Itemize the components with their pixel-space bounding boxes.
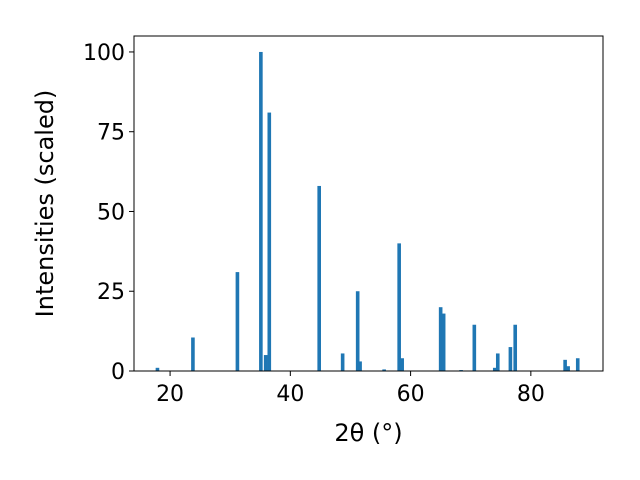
bar (191, 337, 195, 371)
bar (317, 185, 321, 371)
x-axis-label: 2θ (°) (334, 419, 402, 447)
bar (575, 358, 580, 371)
bar (513, 324, 518, 371)
bar (563, 359, 567, 371)
x-tick-label: 40 (276, 382, 304, 407)
bar (400, 358, 404, 371)
y-axis-ticks: 0 25 50 75 100 (83, 41, 134, 385)
x-tick-label: 60 (397, 382, 425, 407)
bar (355, 291, 360, 371)
y-tick-label: 100 (83, 41, 125, 66)
y-tick-label: 50 (97, 200, 125, 225)
x-axis-ticks: 20 40 60 80 (156, 371, 545, 407)
plot-frame (133, 35, 604, 372)
plot-background (134, 36, 603, 371)
bar (267, 112, 272, 372)
bar (235, 272, 240, 371)
bar (495, 353, 500, 371)
bar (472, 324, 477, 371)
bar (358, 361, 362, 371)
y-tick-label: 75 (97, 121, 125, 146)
x-tick-label: 80 (517, 382, 545, 407)
x-tick-label: 20 (156, 382, 184, 407)
bar (382, 369, 386, 371)
bar (259, 51, 263, 371)
bar (438, 307, 443, 371)
bar (397, 243, 401, 371)
y-tick-label: 0 (111, 360, 125, 385)
bar (155, 367, 160, 371)
bar (508, 347, 513, 371)
y-axis-label: Intensities (scaled) (31, 90, 59, 318)
y-tick-label: 25 (97, 280, 125, 305)
bar (441, 313, 446, 371)
bar (263, 355, 268, 371)
bar (340, 353, 345, 371)
bar (566, 366, 570, 371)
bar (492, 367, 497, 371)
